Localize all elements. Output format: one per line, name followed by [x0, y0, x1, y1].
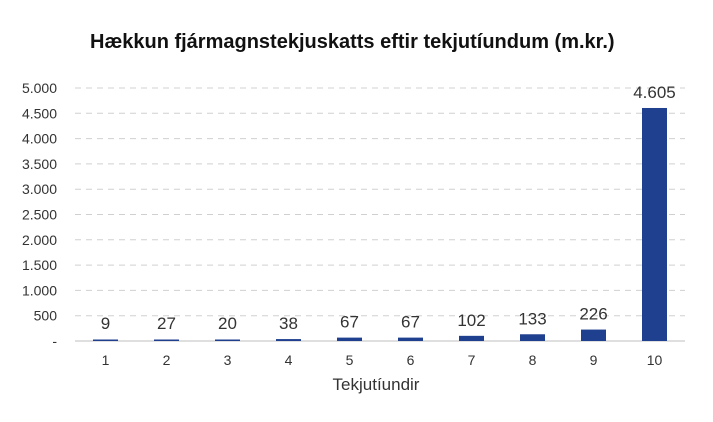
x-tick-label: 10 — [647, 352, 663, 368]
x-tick-label: 9 — [590, 352, 598, 368]
x-tick-label: 3 — [224, 352, 232, 368]
y-tick-label: - — [52, 333, 57, 349]
y-tick-label: 3.000 — [22, 181, 57, 197]
y-axis-ticks: - 500 1.000 1.500 2.000 2.500 3.000 3.500 4.000 4… — [22, 80, 57, 349]
y-tick-label: 1.500 — [22, 257, 57, 273]
bar-8 — [520, 334, 545, 341]
y-tick-label: 4.500 — [22, 105, 57, 121]
x-tick-label: 7 — [468, 352, 476, 368]
x-axis-label: Tekjutíundir — [333, 375, 420, 394]
data-label: 133 — [518, 309, 546, 328]
x-tick-label: 5 — [346, 352, 354, 368]
y-tick-label: 1.000 — [22, 282, 57, 298]
data-label: 102 — [457, 311, 485, 330]
data-label: 38 — [279, 314, 298, 333]
x-tick-label: 6 — [407, 352, 415, 368]
data-label: 20 — [218, 314, 237, 333]
x-tick-label: 1 — [102, 352, 110, 368]
y-tick-label: 3.500 — [22, 156, 57, 172]
x-axis-ticks: 1 2 3 4 5 6 7 8 9 10 — [102, 352, 663, 368]
data-label: 226 — [579, 305, 607, 324]
bar-1 — [93, 339, 118, 341]
y-tick-label: 2.000 — [22, 232, 57, 248]
x-tick-label: 2 — [163, 352, 171, 368]
x-tick-label: 8 — [529, 352, 537, 368]
data-label: 27 — [157, 314, 176, 333]
bars — [93, 107, 667, 341]
y-tick-label: 5.000 — [22, 80, 57, 96]
x-tick-label: 4 — [285, 352, 293, 368]
data-label: 67 — [401, 313, 420, 332]
bar-9 — [581, 329, 606, 341]
bar-7 — [459, 335, 484, 341]
bar-2 — [154, 339, 179, 341]
bar-6 — [398, 337, 423, 341]
y-tick-label: 2.500 — [22, 207, 57, 223]
bar-4 — [276, 339, 301, 341]
y-tick-label: 4.000 — [22, 131, 57, 147]
data-label: 9 — [101, 314, 110, 333]
data-label: 67 — [340, 313, 359, 332]
data-label: 4.605 — [633, 83, 676, 102]
chart-title: Hækkun fjármagnstekjuskatts eftir tekjut… — [90, 31, 615, 53]
bar-5 — [337, 337, 362, 341]
gridlines — [75, 87, 685, 317]
y-tick-label: 500 — [34, 308, 58, 324]
data-labels: 9 27 20 38 67 67 102 133 226 4.605 — [101, 83, 676, 333]
bar-10 — [642, 107, 667, 341]
bar-3 — [215, 339, 240, 341]
